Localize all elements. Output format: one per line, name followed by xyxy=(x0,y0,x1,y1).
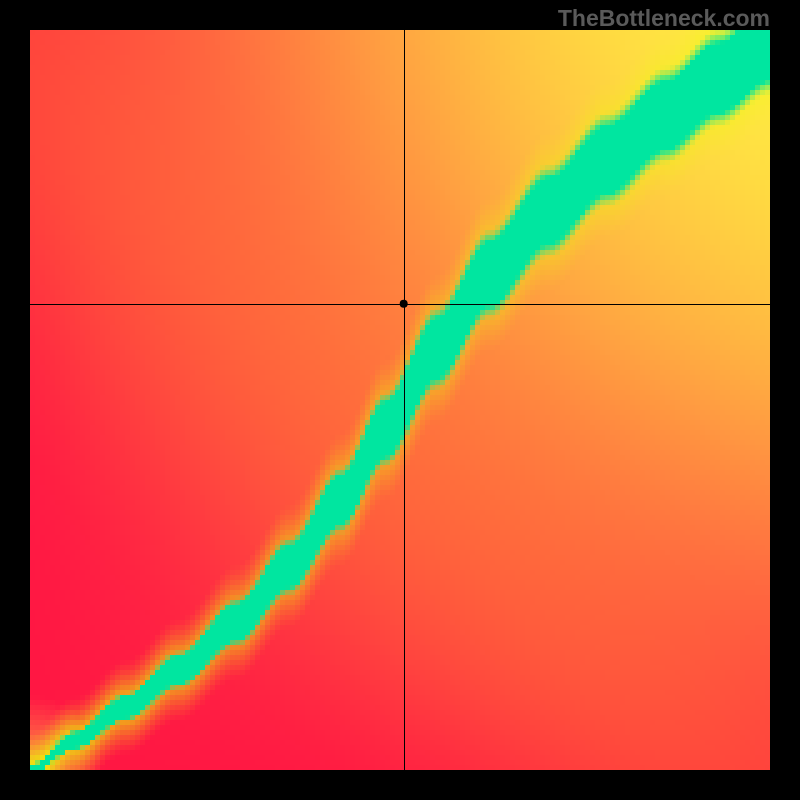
chart-container: { "watermark": { "text": "TheBottleneck.… xyxy=(0,0,800,800)
bottleneck-heatmap xyxy=(0,0,800,800)
watermark-text: TheBottleneck.com xyxy=(558,5,770,32)
